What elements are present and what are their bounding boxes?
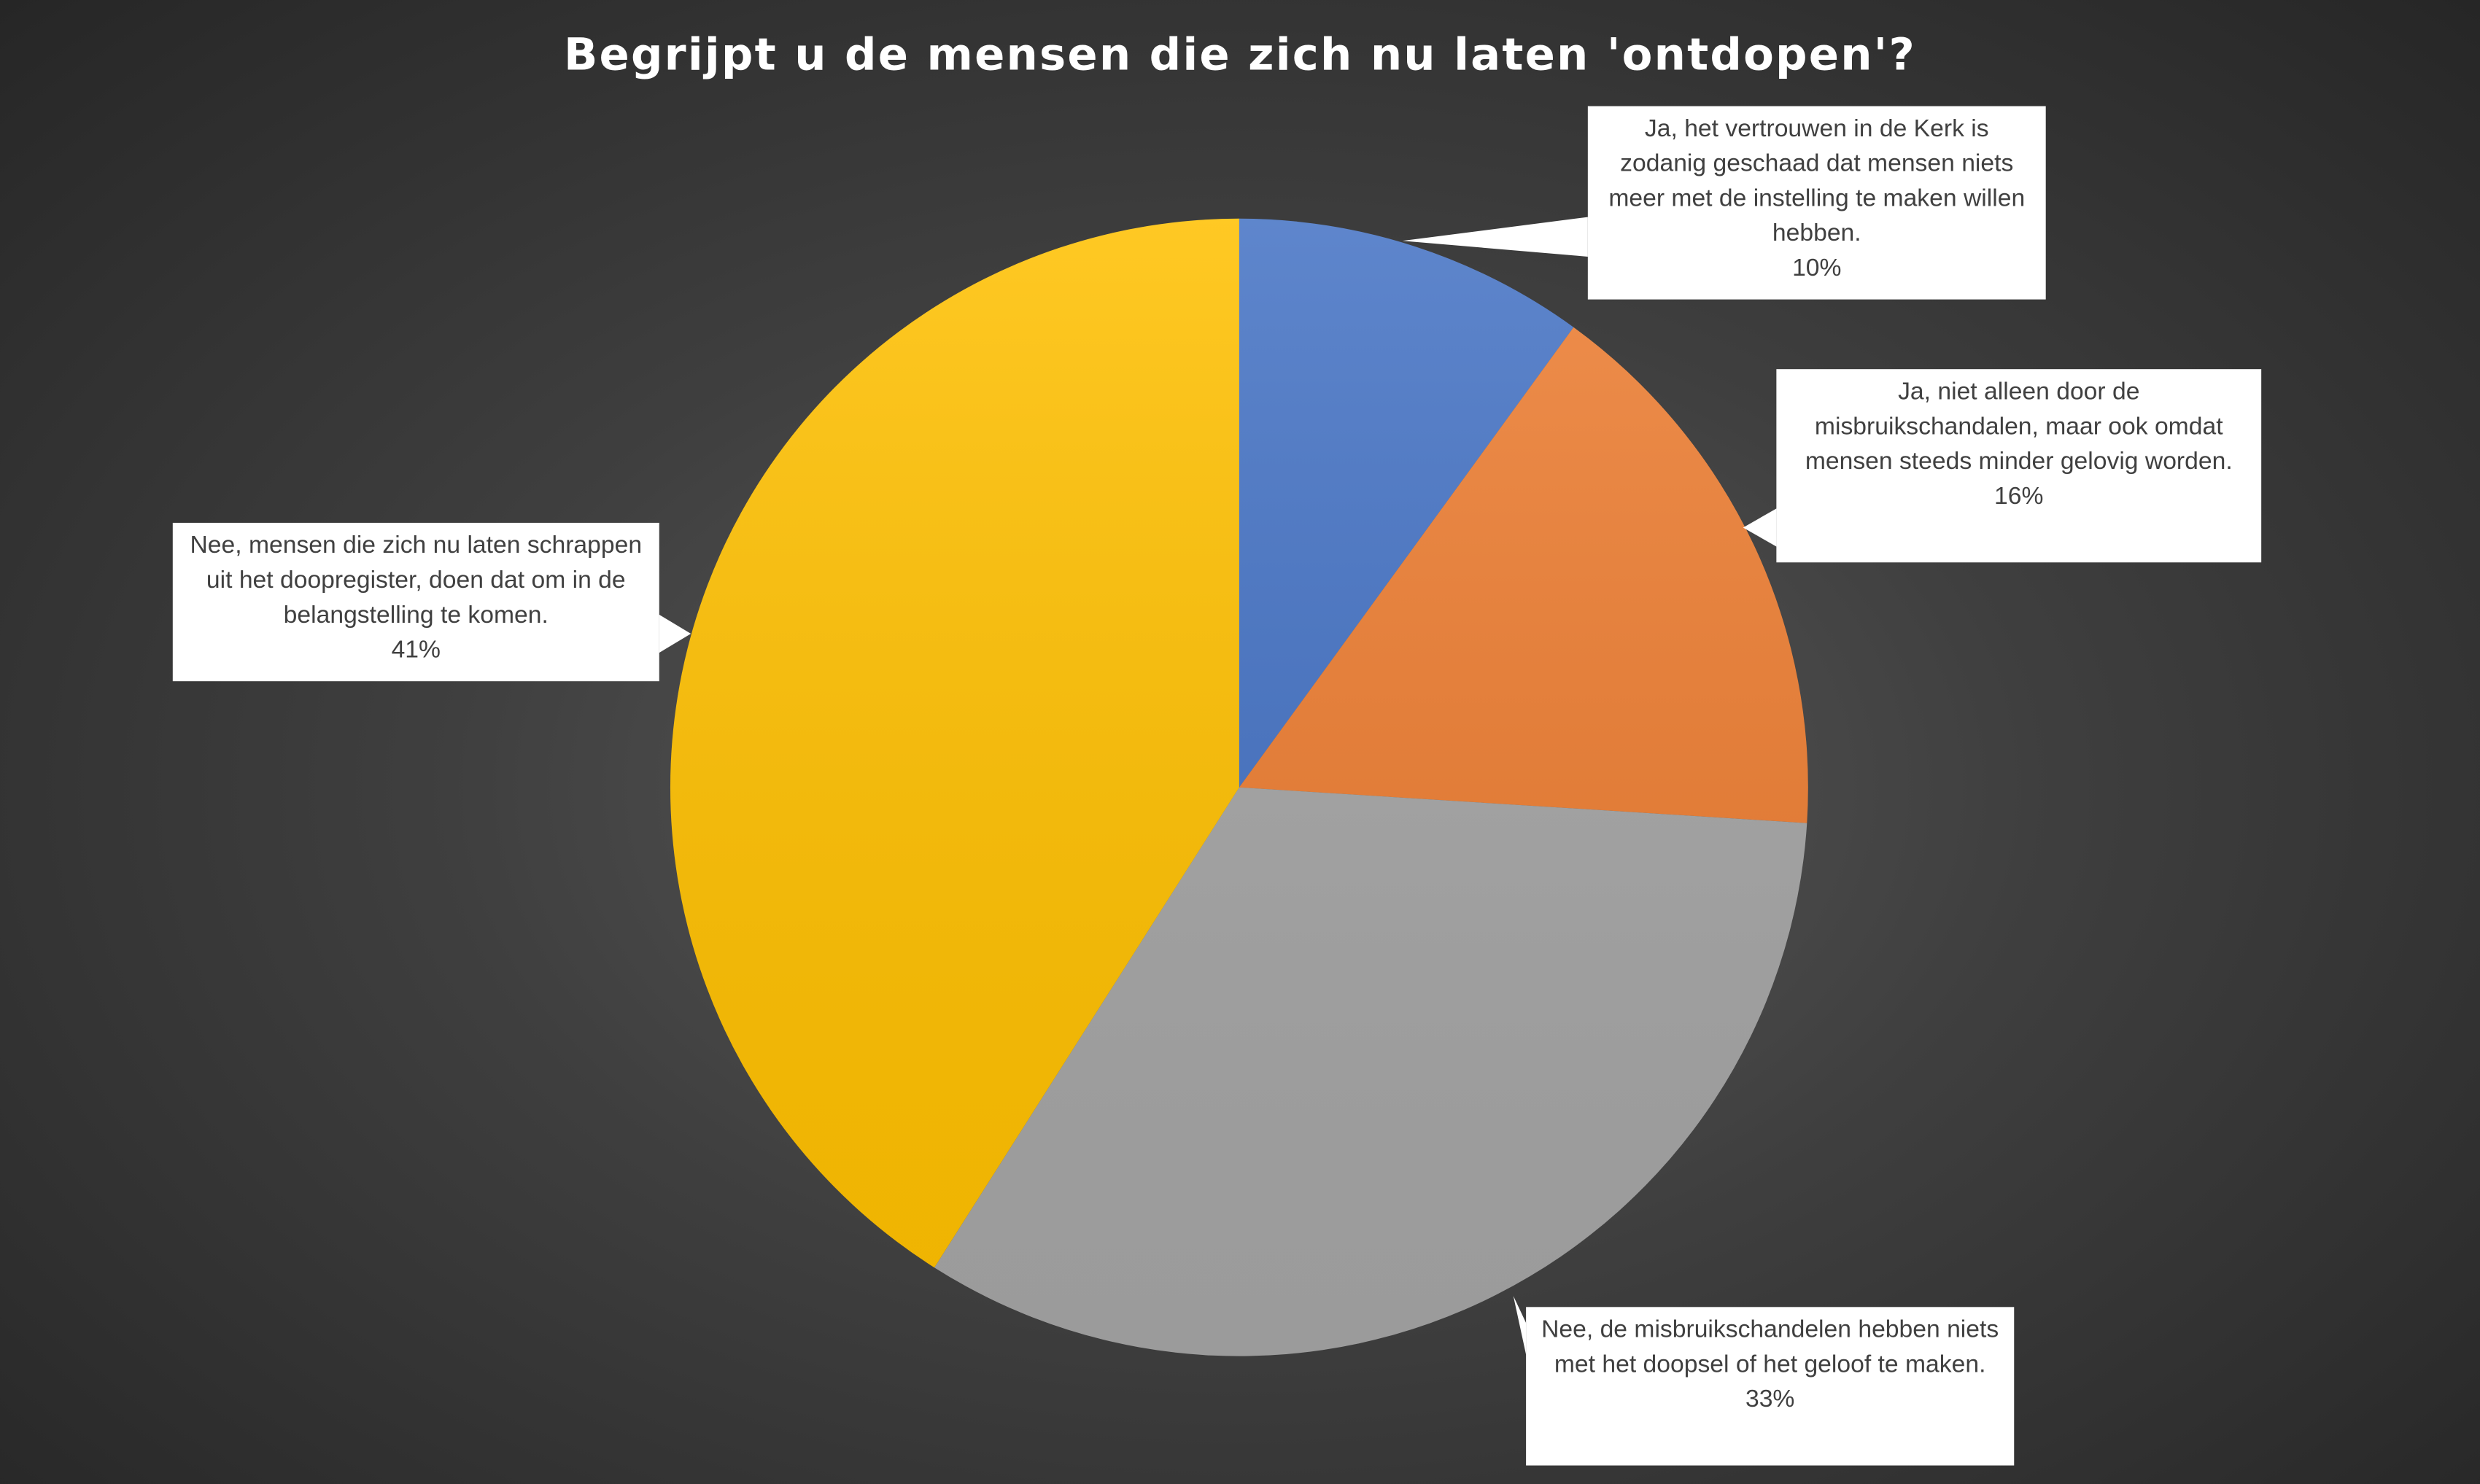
data-label: Nee, mensen die zich nu laten schrappen … bbox=[172, 522, 659, 682]
label-pointer bbox=[1743, 508, 1777, 547]
category-label: Nee, mensen die zich nu laten schrappen … bbox=[190, 532, 643, 629]
category-label: Ja, het vertrouwen in de Kerk is zodanig… bbox=[1608, 115, 2026, 247]
chart-title: Begrijpt u de mensen die zich nu laten '… bbox=[564, 28, 1916, 81]
category-label: Nee, de misbruikschandelen hebben niets … bbox=[1541, 1316, 1999, 1379]
data-label: Nee, de misbruikschandelen hebben niets … bbox=[1526, 1307, 2015, 1466]
label-pointer bbox=[659, 614, 691, 653]
value-label: 41% bbox=[391, 637, 441, 664]
value-label: 10% bbox=[1792, 255, 1842, 282]
label-pointer bbox=[1513, 1296, 1527, 1355]
category-label: Ja, niet alleen door de misbruikschandal… bbox=[1805, 378, 2233, 475]
value-label: 33% bbox=[1745, 1386, 1795, 1413]
value-label: 16% bbox=[1994, 483, 2044, 510]
data-label: Ja, het vertrouwen in de Kerk is zodanig… bbox=[1587, 106, 2046, 300]
data-label: Ja, niet alleen door de misbruikschandal… bbox=[1776, 369, 2262, 563]
label-pointer bbox=[1402, 217, 1588, 257]
